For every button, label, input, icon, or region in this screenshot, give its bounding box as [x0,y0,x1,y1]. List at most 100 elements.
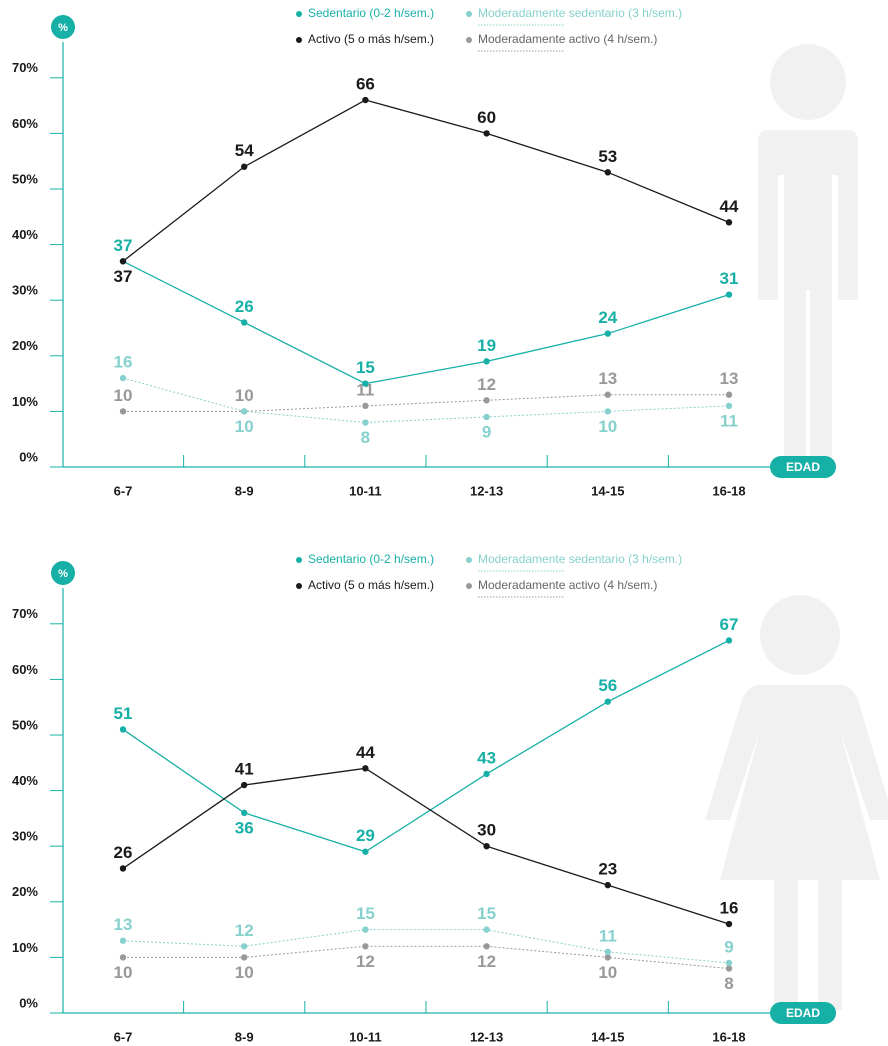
data-point [604,698,611,705]
legend-label: Activo (5 o más h/sem.) [308,32,434,46]
data-point [604,948,611,956]
data-point [725,219,733,226]
data-point [119,374,127,382]
data-label: 15 [477,904,496,923]
y-tick-label: 0% [19,449,38,464]
data-point [362,926,369,933]
x-axis-badge [770,456,836,478]
data-label: 10 [114,386,133,405]
data-label: 10 [114,963,133,982]
data-point [725,291,733,298]
data-point [604,330,611,337]
female-body [705,685,888,1010]
legend-marker [296,37,302,43]
x-tick-label: 12-13 [470,483,503,498]
legend-marker [466,37,472,43]
data-label: 15 [356,904,375,923]
data-label: 16 [114,353,133,372]
y-axis-badge [51,15,75,39]
data-label: 12 [477,375,496,394]
data-point [483,926,490,933]
y-tick-label: 50% [12,717,38,732]
data-point [725,637,733,644]
y-tick-label: 70% [12,606,38,621]
data-label: 67 [720,615,739,634]
data-point [362,380,369,387]
data-label: 13 [114,915,133,934]
data-point [362,943,369,950]
series-line [122,377,730,424]
series-line [122,929,730,964]
data-point [604,408,611,415]
data-label: 44 [720,197,739,216]
data-label: 37 [114,267,133,286]
data-label: 19 [477,336,496,355]
legend-marker [466,583,472,589]
data-label: 29 [356,826,375,845]
data-label: 30 [477,821,496,840]
data-point [241,781,248,789]
data-point [604,954,611,961]
data-label: 12 [477,952,496,971]
x-axis-label: EDAD [786,1006,820,1020]
data-point [241,319,248,326]
series-line [122,639,730,853]
data-point [241,163,248,170]
data-point [119,937,127,944]
data-label: 13 [598,369,617,388]
data-label: 36 [235,818,254,837]
x-tick-label: 14-15 [591,1029,624,1044]
silhouettes [705,44,888,1010]
data-label: 53 [598,147,617,166]
legend-label: Sedentario (0-2 h/sem.) [308,6,434,20]
data-point [483,943,490,950]
data-point [483,130,490,137]
male-head [770,44,846,120]
y-axis-badge [51,561,75,585]
data-label: 56 [598,676,617,695]
data-point [604,881,611,889]
data-point [241,408,248,415]
data-point [604,169,611,176]
y-tick-label: 0% [19,995,38,1010]
x-tick-label: 14-15 [591,483,624,498]
data-point [483,358,490,365]
data-point [241,943,248,950]
data-label: 10 [235,963,254,982]
data-label: 13 [720,369,739,388]
female-head [760,595,840,675]
data-label: 37 [114,236,133,255]
data-point [483,843,490,850]
data-label: 15 [356,358,375,377]
data-point [119,726,127,733]
data-label: 23 [598,860,617,879]
data-label: 12 [356,952,375,971]
data-point [362,765,369,772]
data-label: 9 [482,422,491,441]
y-tick-label: 10% [12,394,38,409]
data-point [725,402,733,410]
data-point [362,848,369,855]
data-point [362,402,369,410]
data-point [241,954,248,961]
series-line [123,394,729,412]
y-tick-label: 40% [12,773,38,788]
legend-marker [466,557,472,563]
data-label: 26 [114,843,133,862]
series-line [122,260,730,385]
data-label: 12 [235,921,254,940]
data-point [725,959,733,967]
data-point [362,96,369,104]
data-label: 11 [720,411,738,430]
data-label: 24 [598,308,617,327]
data-point [483,770,490,778]
data-label: 10 [235,386,254,405]
y-tick-label: 70% [12,60,38,75]
y-axis-label: % [58,568,68,580]
legend-marker [296,583,302,589]
x-tick-label: 16-18 [712,1029,745,1044]
data-point [119,258,127,265]
x-tick-label: 6-7 [114,1029,133,1044]
y-tick-label: 10% [12,940,38,955]
data-label: 41 [235,760,254,779]
